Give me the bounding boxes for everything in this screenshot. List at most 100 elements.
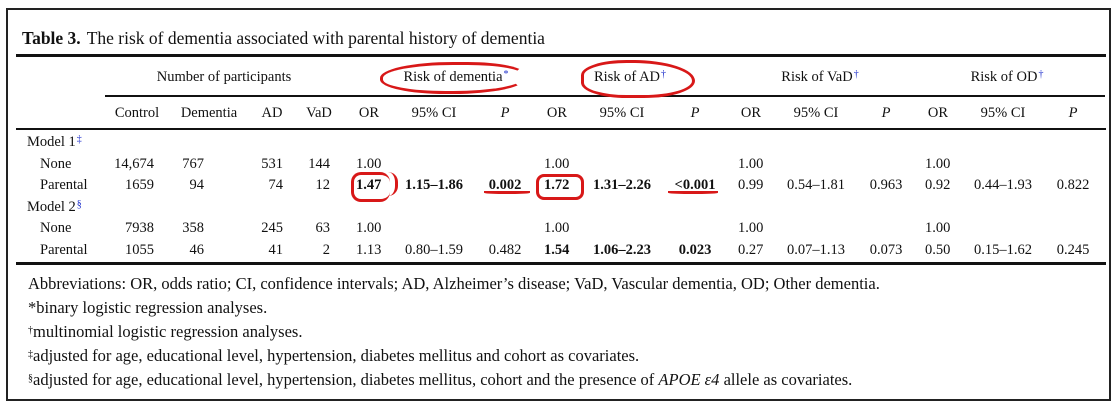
top-rule [16, 54, 1106, 57]
column-header: OR [740, 105, 762, 121]
table-cell: 1.00 [356, 220, 382, 236]
annotation-underline-p-ad [668, 191, 718, 194]
note-star: *binary logistic regression analyses. [28, 298, 268, 317]
table-cell: 14,674 [114, 155, 154, 172]
table-cell: 1.72 [544, 177, 570, 193]
table-cell: 1.00 [925, 155, 951, 172]
annotation-circle-risk-dementia [380, 62, 526, 94]
note-section-marker: § [28, 373, 33, 384]
group-header: Risk of VaD† [781, 68, 858, 86]
table-cell: 0.50 [925, 241, 951, 258]
column-header: OR [358, 105, 380, 121]
table-cell: 12 [315, 177, 331, 193]
table-cell: 0.92 [925, 177, 951, 193]
table-cell: 1.54 [544, 241, 570, 258]
table-notes: Abbreviations: OR, odds ratio; CI, confi… [28, 272, 880, 392]
column-header: Control [114, 105, 160, 121]
table-cell: 1.15–1.86 [405, 177, 463, 193]
column-header: 95% CI [980, 105, 1026, 121]
note-double-dagger: ‡adjusted for age, educational level, hy… [28, 346, 640, 365]
model-label: Model 1‡ [27, 133, 82, 151]
column-header: Dementia [180, 105, 238, 121]
annotation-box-or-dementia-left [351, 172, 390, 202]
table-cell: 1.13 [356, 241, 382, 258]
table-cell: 0.44–1.93 [974, 177, 1032, 193]
table-cell: 74 [268, 177, 284, 193]
note-dagger-marker: † [28, 325, 33, 336]
table-cell: <0.001 [674, 177, 716, 193]
table-cell: 1.31–2.26 [593, 177, 651, 193]
column-header-rule [16, 128, 1106, 130]
table-cell: 1.00 [544, 220, 570, 236]
table-cell: 0.073 [869, 241, 903, 258]
table-cell: 245 [261, 220, 283, 236]
group-header-label: Number of participants [156, 69, 292, 85]
row-label: None [40, 220, 72, 236]
table-cell: 358 [182, 220, 204, 236]
note-ddagger-marker: ‡ [28, 349, 33, 360]
group-header: Risk of OD† [971, 68, 1044, 86]
table-cell: 0.002 [488, 177, 522, 193]
group-header: Number of participants [157, 68, 292, 86]
note-section: §adjusted for age, educational level, hy… [28, 370, 853, 389]
table-cell: 7938 [125, 220, 154, 236]
row-label: None [40, 155, 72, 172]
footnote-marker: ‡ [76, 134, 82, 145]
row-label: Parental [40, 241, 88, 258]
footnote-marker: † [853, 69, 859, 80]
table-cell: 1.06–2.23 [593, 241, 651, 258]
table-cell: 94 [189, 177, 205, 193]
table-cell: 1.00 [356, 155, 382, 172]
column-header: VaD [306, 105, 332, 121]
group-header-label: Risk of VaD [781, 69, 853, 85]
annotation-box-or-dementia-right [387, 172, 398, 196]
table-cell: 46 [189, 241, 205, 258]
model-label-text: Model 2 [27, 198, 76, 215]
note-star-marker: * [28, 298, 37, 317]
table-cell: 1.00 [738, 155, 764, 172]
note-abbreviations: Abbreviations: OR, odds ratio; CI, confi… [28, 274, 880, 293]
column-header: 95% CI [411, 105, 457, 121]
table-cell: 0.99 [738, 177, 764, 193]
annotation-box-or-ad [536, 174, 584, 200]
column-header: 95% CI [599, 105, 645, 121]
column-header: AD [261, 105, 283, 121]
caption-text: The risk of dementia associated with par… [86, 28, 545, 48]
column-header: OR [927, 105, 949, 121]
annotation-underline-p-dementia [484, 191, 530, 194]
table-cell: 0.822 [1056, 177, 1090, 193]
table-cell: 1.00 [544, 155, 570, 172]
column-header: P [500, 105, 510, 121]
column-header: OR [546, 105, 568, 121]
table-cell: 0.023 [678, 241, 712, 258]
table-cell: 0.80–1.59 [405, 241, 463, 258]
annotation-circle-risk-ad [581, 60, 695, 98]
table-cell: 1055 [125, 241, 154, 258]
table-cell: 0.54–1.81 [787, 177, 845, 193]
table-cell: 2 [322, 241, 330, 258]
table-caption: Table 3. The risk of dementia associated … [22, 28, 545, 49]
table-cell: 1.47 [356, 177, 382, 193]
table-cell: 144 [308, 155, 330, 172]
column-header: P [1068, 105, 1078, 121]
row-label: Parental [40, 177, 88, 193]
table-cell: 0.07–1.13 [787, 241, 845, 258]
column-header: 95% CI [793, 105, 839, 121]
table-cell: 531 [261, 155, 283, 172]
footnote-marker: § [76, 198, 82, 210]
table-cell: 63 [315, 220, 331, 236]
note-dagger: †multinomial logistic regression analyse… [28, 322, 303, 341]
bottom-rule [16, 262, 1106, 265]
table-cell: 1659 [125, 177, 154, 193]
model-label: Model 2§ [27, 198, 82, 216]
caption-label: Table 3. [22, 28, 81, 48]
table-cell: 0.27 [738, 241, 764, 258]
table-cell: 0.245 [1056, 241, 1090, 258]
group-header-label: Risk of OD [970, 69, 1038, 85]
column-header: P [881, 105, 891, 121]
model-label-text: Model 1 [27, 134, 76, 150]
table-cell: 1.00 [925, 220, 951, 236]
footnote-marker: † [1038, 69, 1044, 80]
table-cell: 0.963 [869, 177, 903, 193]
table-cell: 767 [182, 155, 204, 172]
